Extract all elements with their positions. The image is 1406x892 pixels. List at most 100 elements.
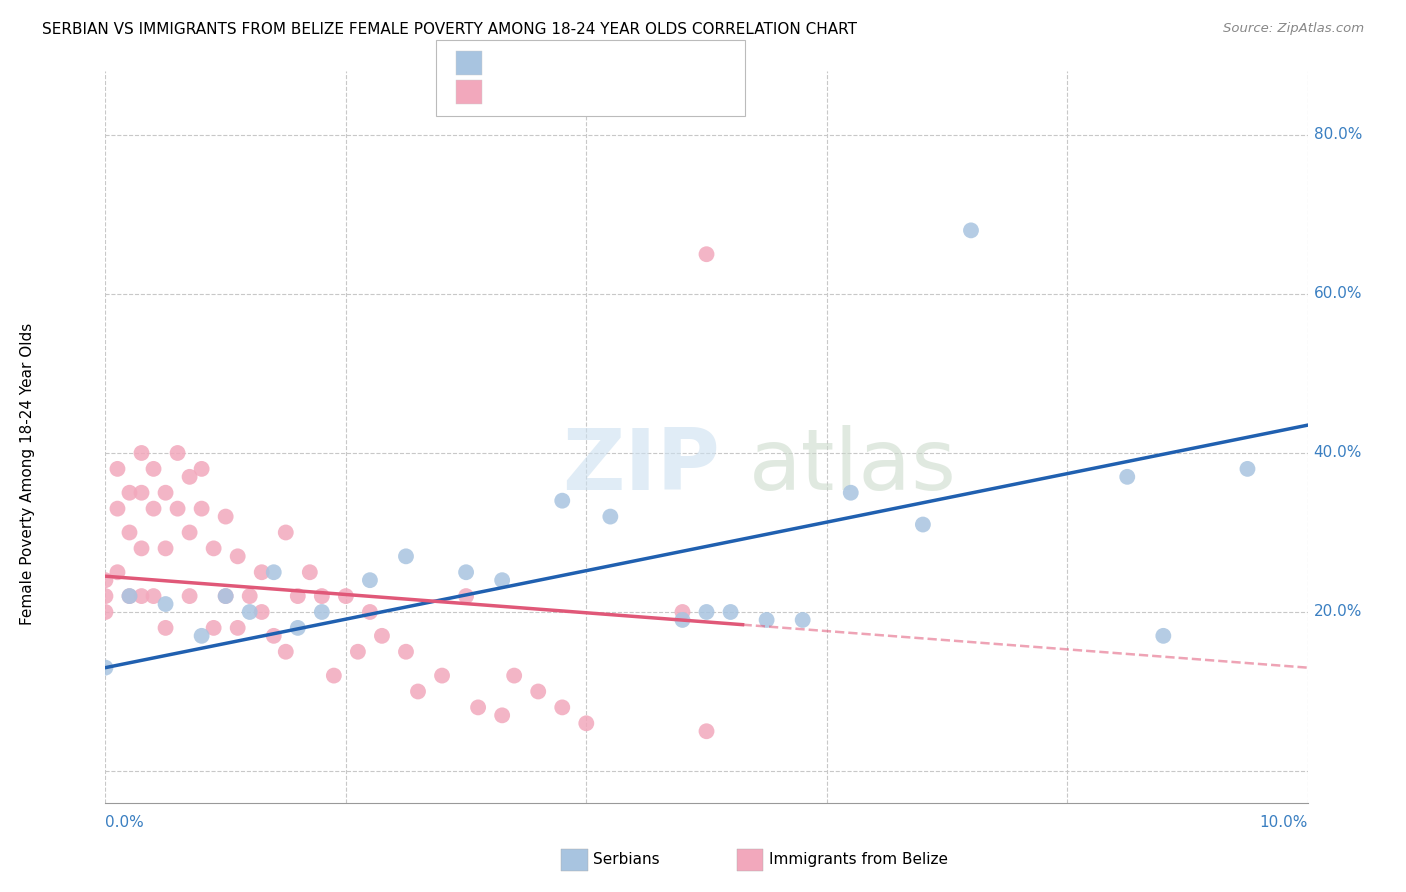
Point	[755, 613, 778, 627]
Point	[696, 247, 718, 261]
Point	[179, 525, 201, 540]
Point	[118, 589, 141, 603]
Point	[166, 501, 188, 516]
Point	[371, 629, 394, 643]
Point	[311, 589, 333, 603]
Point	[274, 645, 297, 659]
Point	[1152, 629, 1174, 643]
Point	[239, 605, 262, 619]
Point	[155, 541, 177, 556]
Point	[551, 493, 574, 508]
Point	[142, 589, 165, 603]
Point	[190, 629, 212, 643]
Text: Source: ZipAtlas.com: Source: ZipAtlas.com	[1223, 22, 1364, 36]
Point	[118, 485, 141, 500]
Point	[155, 485, 177, 500]
Point	[214, 589, 236, 603]
Point	[527, 684, 550, 698]
Point	[287, 589, 309, 603]
Point	[202, 621, 225, 635]
Point	[696, 605, 718, 619]
Point	[1236, 462, 1258, 476]
Point	[287, 621, 309, 635]
Point	[131, 589, 153, 603]
Point	[335, 589, 357, 603]
Point	[491, 708, 513, 723]
Text: R = -0.083   N = 59: R = -0.083 N = 59	[489, 86, 640, 100]
Point	[179, 589, 201, 603]
Point	[142, 501, 165, 516]
Point	[250, 566, 273, 580]
Text: ZIP: ZIP	[562, 425, 720, 508]
Point	[226, 549, 249, 564]
Point	[190, 501, 212, 516]
Point	[263, 629, 285, 643]
Point	[696, 724, 718, 739]
Point	[395, 645, 418, 659]
Point	[94, 589, 117, 603]
Point	[202, 541, 225, 556]
Point	[107, 501, 129, 516]
Point	[792, 613, 814, 627]
Point	[454, 589, 477, 603]
Point	[960, 223, 983, 237]
Point	[190, 462, 212, 476]
Point	[599, 509, 621, 524]
Point	[155, 597, 177, 611]
Point	[226, 621, 249, 635]
Point	[406, 684, 429, 698]
Point	[359, 605, 381, 619]
Point	[911, 517, 934, 532]
Text: Serbians: Serbians	[593, 853, 659, 867]
Point	[671, 605, 693, 619]
Point	[322, 668, 344, 682]
Point	[311, 605, 333, 619]
Point	[575, 716, 598, 731]
Point	[671, 613, 693, 627]
Point	[214, 509, 236, 524]
Point	[359, 573, 381, 587]
Point	[239, 589, 262, 603]
Point	[274, 525, 297, 540]
Point	[839, 485, 862, 500]
Text: R =  0.598   N = 26: R = 0.598 N = 26	[489, 56, 638, 70]
Text: 60.0%: 60.0%	[1313, 286, 1362, 301]
Point	[94, 660, 117, 674]
Point	[720, 605, 742, 619]
Text: 40.0%: 40.0%	[1313, 445, 1362, 460]
Text: SERBIAN VS IMMIGRANTS FROM BELIZE FEMALE POVERTY AMONG 18-24 YEAR OLDS CORRELATI: SERBIAN VS IMMIGRANTS FROM BELIZE FEMALE…	[42, 22, 858, 37]
Point	[1116, 470, 1139, 484]
Text: atlas: atlas	[748, 425, 956, 508]
Text: 20.0%: 20.0%	[1313, 605, 1362, 619]
Point	[179, 470, 201, 484]
Point	[491, 573, 513, 587]
Point	[214, 589, 236, 603]
Point	[298, 566, 321, 580]
Point	[467, 700, 489, 714]
Point	[131, 541, 153, 556]
Point	[166, 446, 188, 460]
Point	[107, 566, 129, 580]
Text: Immigrants from Belize: Immigrants from Belize	[769, 853, 948, 867]
Point	[107, 462, 129, 476]
Point	[131, 446, 153, 460]
Point	[551, 700, 574, 714]
Point	[142, 462, 165, 476]
Point	[454, 566, 477, 580]
Point	[503, 668, 526, 682]
Point	[155, 621, 177, 635]
Point	[430, 668, 453, 682]
Point	[395, 549, 418, 564]
Point	[94, 605, 117, 619]
Text: 80.0%: 80.0%	[1313, 128, 1362, 143]
Point	[118, 525, 141, 540]
Point	[118, 589, 141, 603]
Point	[263, 566, 285, 580]
Point	[347, 645, 370, 659]
Text: Female Poverty Among 18-24 Year Olds: Female Poverty Among 18-24 Year Olds	[20, 323, 35, 624]
Text: 0.0%: 0.0%	[105, 814, 145, 830]
Point	[131, 485, 153, 500]
Point	[94, 573, 117, 587]
Text: 10.0%: 10.0%	[1260, 814, 1308, 830]
Point	[250, 605, 273, 619]
